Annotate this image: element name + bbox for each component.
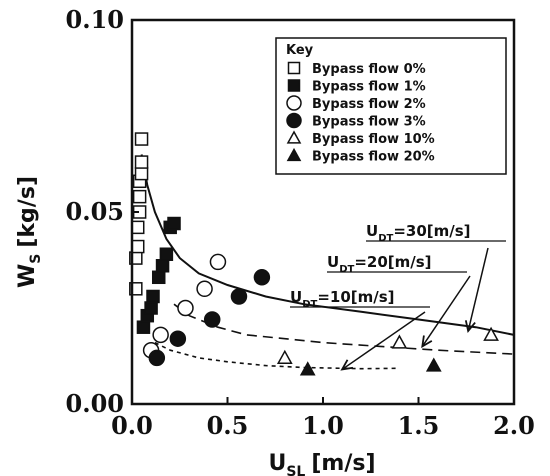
- x-tick-label: 1.5: [398, 411, 440, 440]
- annotation-label: UDT=10[m/s]: [290, 288, 395, 310]
- square-open-marker: [134, 155, 149, 169]
- y-tick-label: 0.10: [66, 5, 124, 34]
- annotation-arrow-shaft: [421, 275, 471, 347]
- x-tick-label: 0.0: [111, 411, 153, 440]
- axis-ticks: 0.0 0.5 1.0 1.5 2.0 0.00 0.05 0.10: [66, 5, 535, 440]
- square-filled-marker: [159, 247, 174, 261]
- x-axis-symbol: U: [268, 451, 286, 476]
- legend-label: Bypass flow 10%: [312, 132, 435, 147]
- square-filled-marker: [287, 79, 301, 92]
- square-open-marker: [130, 220, 145, 235]
- curve-solid: [140, 154, 515, 336]
- annotations: UDT=30[m/s]UDT=20[m/s]UDT=10[m/s]: [290, 222, 506, 371]
- legend-entries: Bypass flow 0% Bypass flow 1% Bypass flow …: [286, 61, 435, 165]
- square-filled-marker: [136, 320, 151, 334]
- legend-label: Bypass flow 20%: [312, 150, 435, 165]
- annotation-subscript: DT: [378, 233, 393, 244]
- x-axis-label: USL [m/s]: [268, 451, 375, 476]
- annotation-symbol: U: [290, 288, 302, 306]
- triangle-open-marker: [276, 349, 293, 364]
- square-filled-marker: [167, 216, 181, 231]
- circle-filled-marker: [286, 112, 302, 129]
- x-axis-subscript: SL: [286, 464, 305, 476]
- legend-title: Key: [286, 43, 314, 58]
- square-open-marker: [134, 166, 149, 181]
- circle-open-marker: [196, 280, 213, 298]
- circle-filled-marker: [230, 288, 248, 305]
- annotation-arrow-head: [464, 320, 476, 334]
- square-open-marker: [132, 189, 147, 204]
- circle-open-marker: [209, 253, 227, 271]
- circle-filled-marker: [169, 330, 187, 347]
- circle-filled-marker: [253, 269, 271, 286]
- square-filled-marker: [151, 270, 166, 285]
- square-filled-marker: [155, 259, 170, 273]
- legend-box: [275, 37, 507, 175]
- legend-label: Bypass flow 0%: [312, 62, 426, 77]
- square-open-marker: [134, 132, 149, 146]
- y-axis-label: WS [kg/s]: [15, 176, 44, 288]
- annotation-value: =20[m/s]: [354, 253, 431, 271]
- y-tick-label: 0.00: [66, 389, 124, 418]
- legend-label: Bypass flow 1%: [312, 80, 426, 95]
- circle-filled-marker: [148, 349, 166, 367]
- y-tick-label: 0.05: [66, 197, 124, 226]
- circle-open-marker: [177, 299, 194, 317]
- annotation-symbol: U: [327, 253, 339, 271]
- annotation-label: UDT=30[m/s]: [366, 222, 471, 244]
- x-tick-label: 0.5: [207, 411, 249, 440]
- annotation-value: =30[m/s]: [393, 222, 470, 240]
- y-axis-symbol: W: [15, 264, 40, 288]
- circle-open-marker: [152, 326, 169, 344]
- square-filled-marker: [146, 289, 160, 304]
- legend-label: Bypass flow 2%: [312, 97, 426, 112]
- y-axis-subscript: S: [28, 254, 44, 264]
- triangle-filled-marker: [425, 357, 442, 372]
- square-filled-marker: [144, 301, 158, 315]
- legend: Key Bypass flow 0%Bypass flow 1%Bypass f…: [275, 37, 507, 175]
- triangle-open-marker: [286, 130, 302, 144]
- circle-filled-marker: [203, 311, 221, 328]
- x-tick-label: 1.0: [302, 411, 344, 440]
- circle-open-marker: [286, 95, 302, 111]
- annotation-arrow-head: [340, 359, 354, 371]
- triangle-filled-marker: [286, 147, 302, 162]
- annotation-value: =10[m/s]: [317, 288, 394, 306]
- x-tick-label: 2.0: [493, 411, 535, 440]
- y-axis-unit: [kg/s]: [15, 176, 40, 248]
- triangle-filled-marker: [299, 361, 316, 376]
- annotation-subscript: DT: [302, 299, 317, 310]
- triangle-open-marker: [483, 326, 499, 341]
- legend-label: Bypass flow 3%: [312, 115, 426, 130]
- annotation-symbol: U: [366, 222, 378, 240]
- triangle-open-marker: [391, 334, 408, 349]
- curve-long-dash: [173, 303, 515, 355]
- square-open-marker: [287, 61, 301, 75]
- annotation-label: UDT=20[m/s]: [327, 253, 432, 275]
- x-axis-unit: [m/s]: [311, 451, 375, 476]
- annotation-arrow-shaft: [341, 311, 426, 371]
- annotation-arrow-head: [421, 335, 433, 349]
- square-open-marker: [130, 239, 145, 254]
- annotation-arrow-shaft: [467, 247, 489, 332]
- annotation-subscript: DT: [339, 264, 354, 275]
